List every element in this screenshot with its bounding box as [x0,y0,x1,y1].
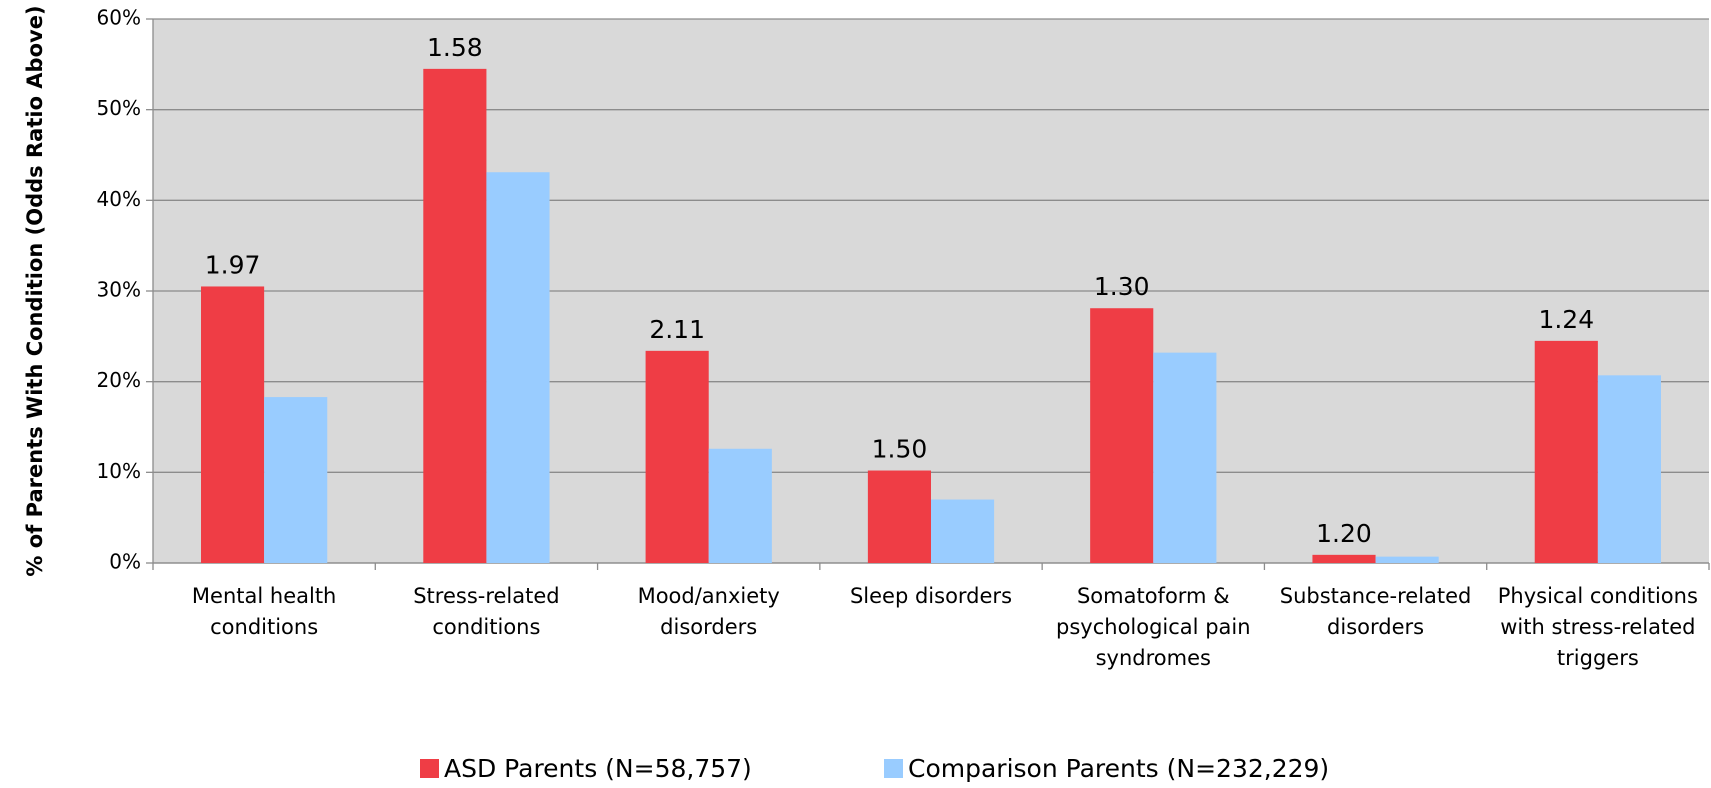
odds-ratio-label: 1.20 [1316,519,1372,548]
x-tick-label: Mood/anxiety disorders [637,584,780,639]
odds-ratio-label: 1.30 [1094,272,1150,301]
odds-ratio-label: 1.24 [1538,305,1594,334]
bar [867,470,931,563]
y-tick-label: 40% [97,187,141,211]
bar [1597,375,1661,563]
bar [645,350,709,563]
bar [486,172,550,563]
x-tick-label: Physical conditions with stress-related … [1497,584,1698,670]
y-tick-label: 30% [97,278,141,302]
bar [264,397,328,563]
bar [423,68,487,563]
bar [1534,340,1598,563]
bar [708,448,772,563]
x-tick-label: Sleep disorders [849,584,1013,608]
x-tick-label: Stress-related conditions [413,584,560,639]
y-tick-label: 50% [97,96,141,120]
bar [1312,554,1376,563]
bar [1090,308,1154,563]
odds-ratio-label: 1.58 [427,33,483,62]
bar [931,499,995,563]
x-tick-label: Somatoform & psychological pain syndrome… [1056,584,1251,670]
bar [201,286,265,563]
y-tick-label: 60% [97,6,141,30]
bar [1375,556,1439,563]
y-tick-label: 0% [109,550,141,574]
y-tick-label: 10% [97,459,141,483]
bar [1153,352,1217,563]
legend-label: Comparison Parents (N=232,229) [908,754,1329,783]
odds-ratio-label: 2.11 [649,315,705,344]
legend-swatch [420,759,439,778]
odds-ratio-label: 1.50 [872,435,928,464]
y-axis-title: % of Parents With Condition (Odds Ratio … [23,5,47,576]
legend-swatch [884,759,903,778]
x-tick-label: Mental health conditions [191,584,337,639]
odds-ratio-label: 1.97 [205,250,261,279]
x-tick-label: Substance-related disorders [1279,584,1472,639]
y-tick-label: 20% [97,368,141,392]
legend-label: ASD Parents (N=58,757) [444,754,752,783]
